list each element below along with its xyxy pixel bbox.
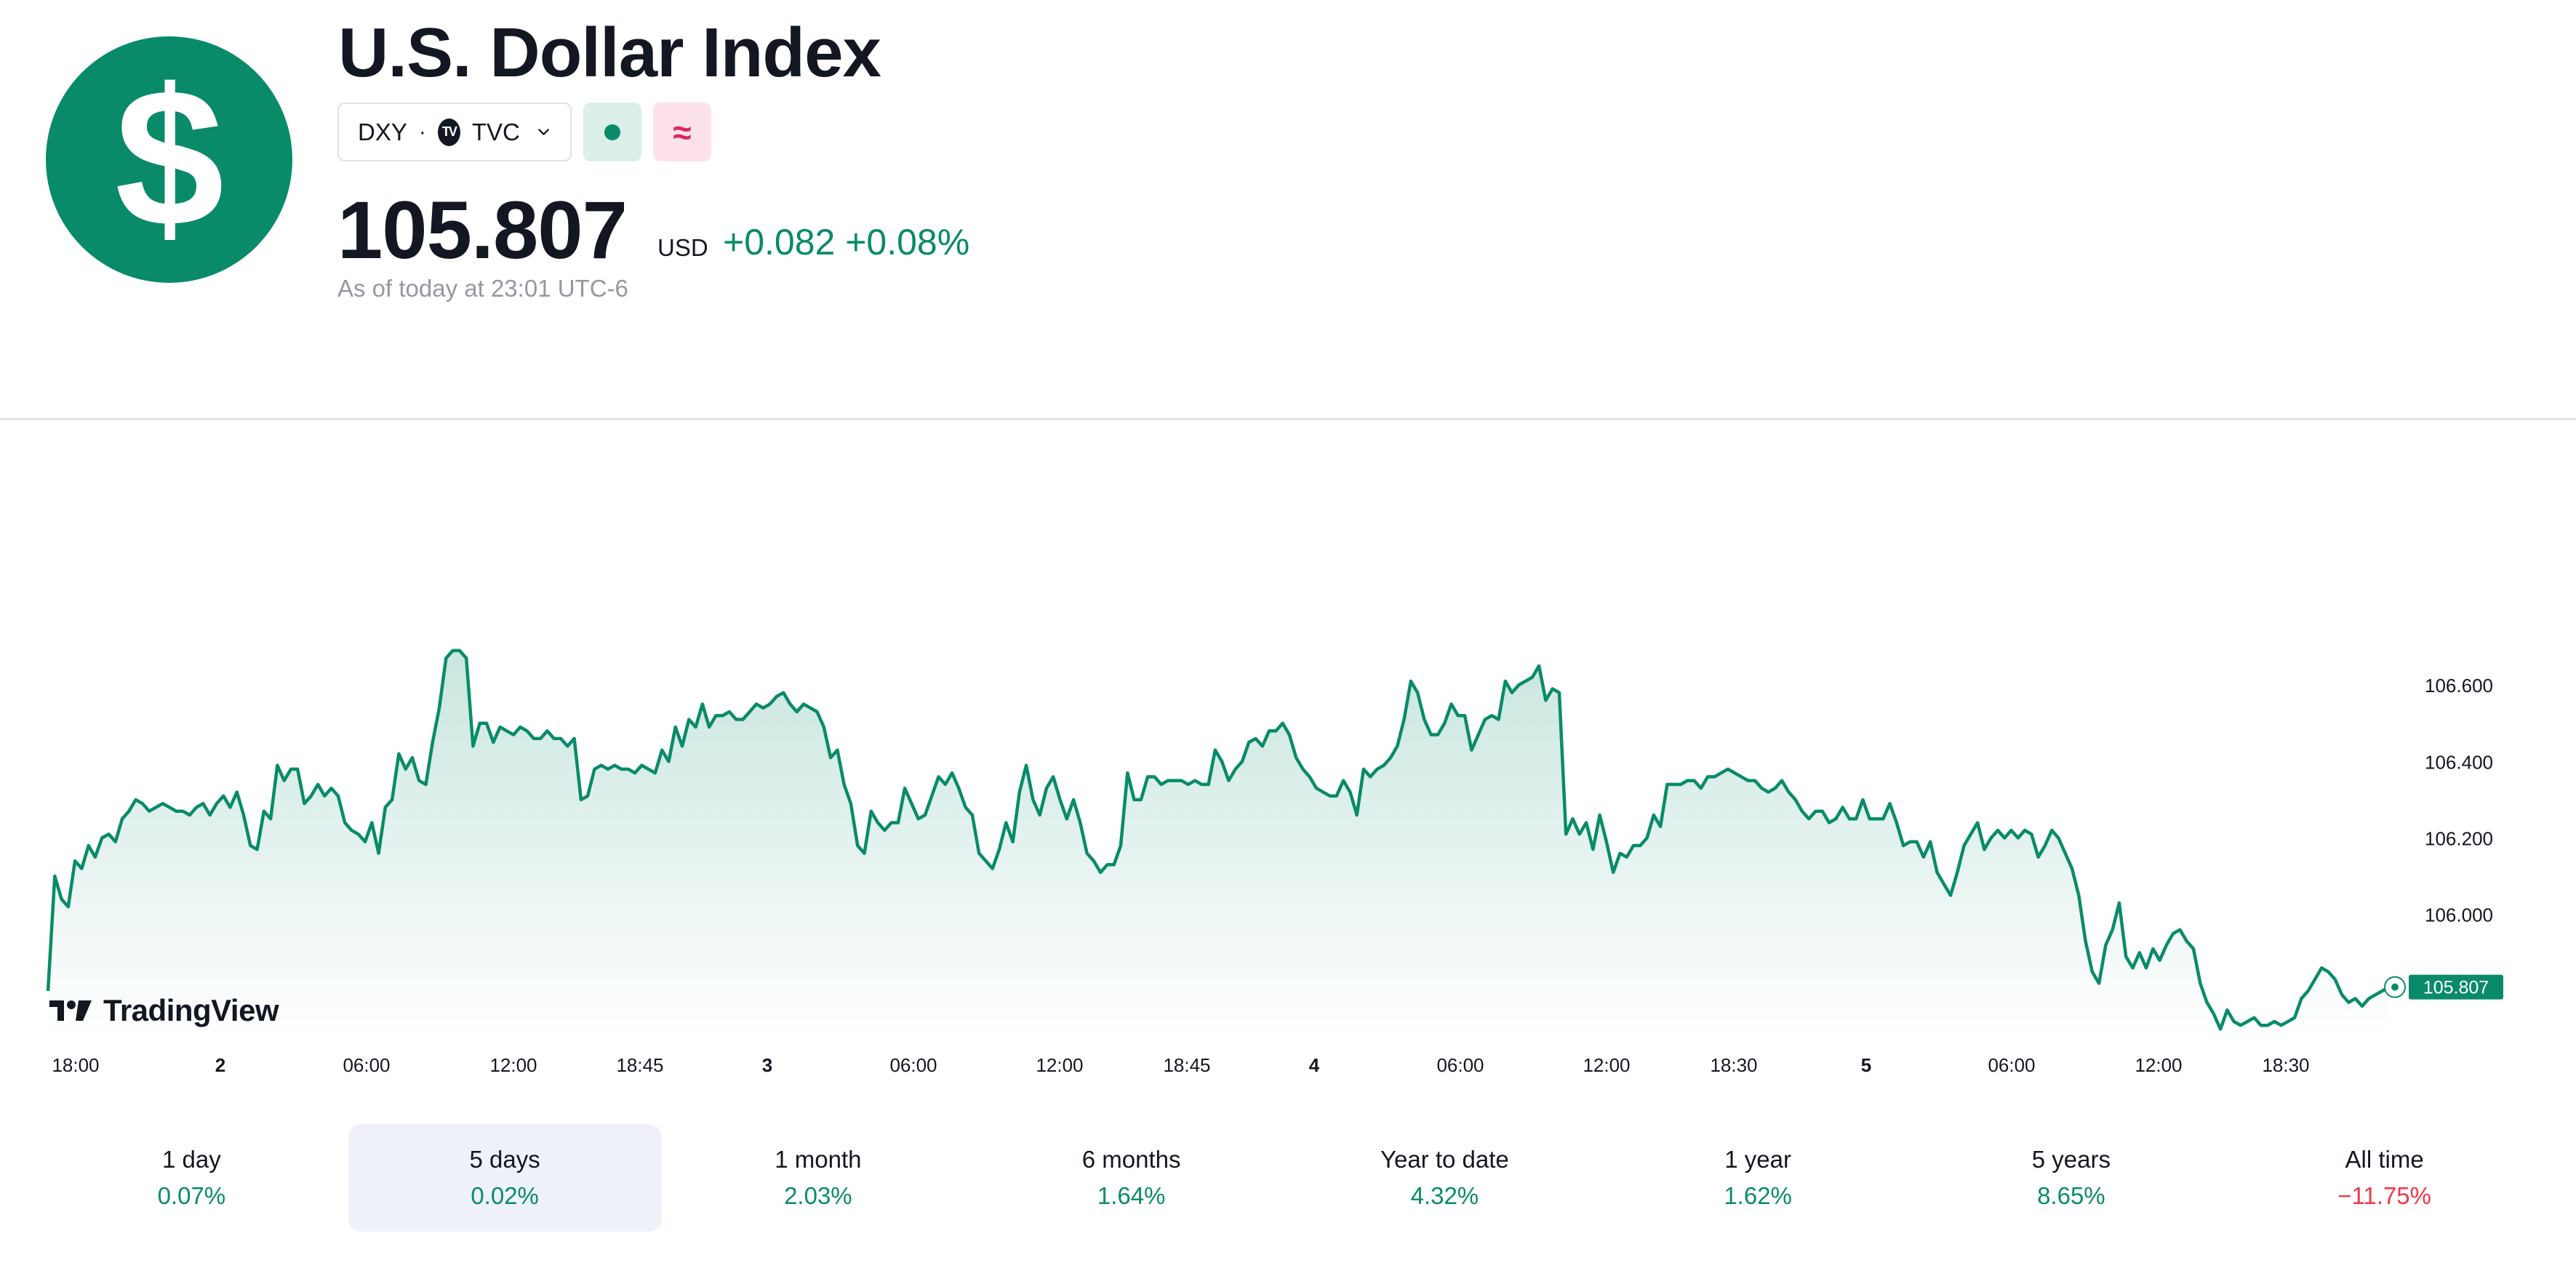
last-point-dot (2391, 983, 2399, 991)
x-tick-label: 12:00 (1036, 1054, 1083, 1076)
svg-text:$: $ (114, 69, 223, 251)
market-open-dot-icon (604, 124, 620, 140)
y-tick-label: 106.600 (2425, 675, 2493, 697)
last-value-tag (2409, 974, 2503, 1000)
y-tick-label: 106.000 (2425, 904, 2493, 926)
x-tick-label: 18:45 (616, 1054, 663, 1076)
period-label: 1 day (162, 1146, 221, 1173)
period-change: 0.07% (157, 1182, 226, 1209)
period-change: 8.65% (2037, 1182, 2105, 1209)
symbol-header: $ U.S. Dollar Index DXY · TV TVC ≈ 105.8… (0, 0, 2576, 420)
price-line (46, 649, 2391, 1031)
x-tick-label: 3 (762, 1054, 772, 1076)
period-tab-all-time[interactable]: All time −11.75% (2228, 1124, 2541, 1232)
x-tick-label: 18:30 (2262, 1054, 2309, 1076)
period-label: 1 month (775, 1146, 862, 1173)
separator-dot: · (418, 119, 426, 144)
x-tick-label: 18:00 (52, 1054, 99, 1076)
x-tick-label: 12:00 (489, 1054, 537, 1076)
price-timestamp: As of today at 23:01 UTC-6 (337, 275, 628, 302)
x-tick-label: 06:00 (343, 1054, 390, 1076)
symbol-ticker: DXY (358, 118, 407, 145)
symbol-exchange-dropdown[interactable]: DXY · TV TVC (337, 103, 572, 161)
x-tick-label: 2 (215, 1054, 225, 1076)
period-label: All time (2345, 1146, 2424, 1173)
x-tick-label: 18:45 (1163, 1054, 1210, 1076)
x-tick-label: 12:00 (1583, 1054, 1630, 1076)
period-label: 5 years (2031, 1146, 2111, 1173)
header-divider (0, 418, 2576, 420)
period-tab-6-months[interactable]: 6 months 1.64% (975, 1124, 1288, 1232)
price-change: +0.082 +0.08% (723, 222, 970, 262)
price-area-fill (48, 650, 2389, 1037)
period-label: Year to date (1380, 1146, 1509, 1173)
period-change: 0.02% (471, 1182, 539, 1209)
x-tick-label: 12:00 (2135, 1054, 2182, 1076)
price-chart-svg[interactable]: 106.600 106.400 106.200 106.000 18:00 2 06:00… (0, 420, 2576, 1104)
performance-periods: 1 day 0.07% 5 days 0.02% 1 month 2.03% 6 month… (35, 1124, 2541, 1232)
exchange-name: TVC (471, 118, 520, 145)
tradingview-mark-icon (49, 1000, 92, 1021)
x-tick-label: 06:00 (1988, 1054, 2035, 1076)
page-title: U.S. Dollar Index (338, 14, 881, 92)
period-change: 2.03% (784, 1182, 852, 1209)
period-tab-year-to-date[interactable]: Year to date 4.32% (1288, 1124, 1601, 1232)
x-tick-label: 5 (1861, 1054, 1871, 1076)
price-currency: USD (657, 234, 708, 261)
y-tick-label: 106.200 (2425, 828, 2493, 850)
dollar-sign-icon: $ (46, 36, 292, 283)
period-tab-5-days[interactable]: 5 days 0.02% (348, 1124, 662, 1232)
period-change: 4.32% (1410, 1182, 1479, 1209)
period-tab-1-year[interactable]: 1 year 1.62% (1601, 1124, 1915, 1232)
x-tick-label: 06:00 (1436, 1054, 1484, 1076)
last-price: 105.807 (337, 185, 628, 276)
period-tab-1-day[interactable]: 1 day 0.07% (35, 1124, 348, 1232)
tradingview-wordmark: TradingView (103, 993, 279, 1027)
delayed-data-button[interactable]: ≈ (653, 103, 711, 161)
period-label: 1 year (1724, 1146, 1791, 1173)
period-tab-1-month[interactable]: 1 month 2.03% (662, 1124, 975, 1232)
period-change: 1.64% (1097, 1182, 1166, 1209)
approx-icon: ≈ (673, 113, 692, 151)
period-change: 1.62% (1724, 1182, 1792, 1209)
y-tick-label: 106.400 (2425, 751, 2493, 773)
exchange-badge-icon: TV (437, 118, 460, 146)
dollar-glyph: $ (114, 69, 223, 251)
market-status-button[interactable] (583, 103, 641, 161)
x-tick-label: 06:00 (889, 1054, 937, 1076)
period-tab-5-years[interactable]: 5 years 8.65% (1915, 1124, 2228, 1232)
price-chart[interactable]: 106.600 106.400 106.200 106.000 18:00 2 06:00… (0, 420, 2576, 1104)
x-tick-label: 4 (1309, 1054, 1320, 1076)
period-label: 5 days (469, 1146, 540, 1173)
x-tick-label: 18:30 (1710, 1054, 1757, 1076)
tradingview-logo[interactable]: TradingView (49, 993, 279, 1028)
period-change: −11.75% (2337, 1182, 2431, 1209)
last-value-label: 105.807 (2423, 978, 2489, 998)
chevron-down-icon (538, 128, 549, 135)
period-label: 6 months (1081, 1146, 1181, 1173)
exchange-badge-text: TV (441, 124, 457, 139)
